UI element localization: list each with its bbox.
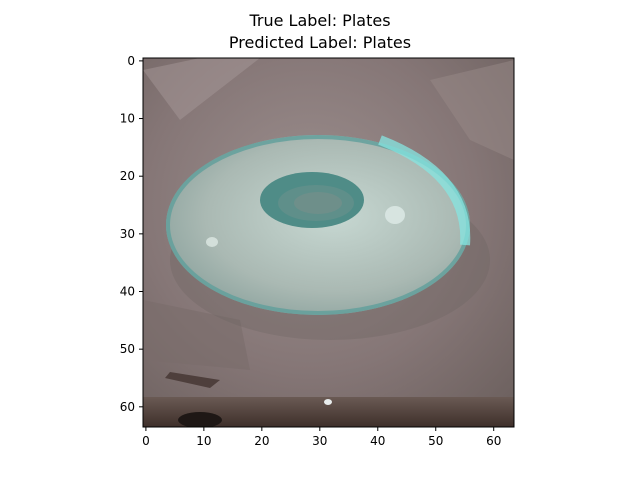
axes-frame — [142, 57, 515, 428]
x-tick-label: 0 — [142, 434, 150, 448]
image-panel — [143, 58, 514, 427]
y-tick-label: 50 — [120, 342, 135, 356]
y-tick-label: 60 — [120, 400, 135, 414]
x-tick-label: 30 — [312, 434, 327, 448]
x-tick-label: 20 — [254, 434, 269, 448]
x-tick-label: 40 — [370, 434, 385, 448]
y-axis: 0 10 20 30 40 50 60 — [120, 54, 143, 414]
x-tick-label: 50 — [428, 434, 443, 448]
plot-title-true-label: True Label: Plates — [249, 11, 391, 30]
y-tick-label: 0 — [127, 54, 135, 68]
y-tick-label: 10 — [120, 112, 135, 126]
plot-title-predicted-label: Predicted Label: Plates — [228, 33, 412, 52]
y-tick-label: 20 — [120, 169, 135, 183]
plate-highlight-arc — [378, 135, 471, 246]
x-tick-label: 60 — [486, 434, 501, 448]
y-tick-label: 30 — [120, 227, 135, 241]
x-tick-label: 10 — [196, 434, 211, 448]
y-tick-label: 40 — [120, 285, 135, 299]
x-axis: 0 10 20 30 40 50 60 — [142, 427, 501, 448]
